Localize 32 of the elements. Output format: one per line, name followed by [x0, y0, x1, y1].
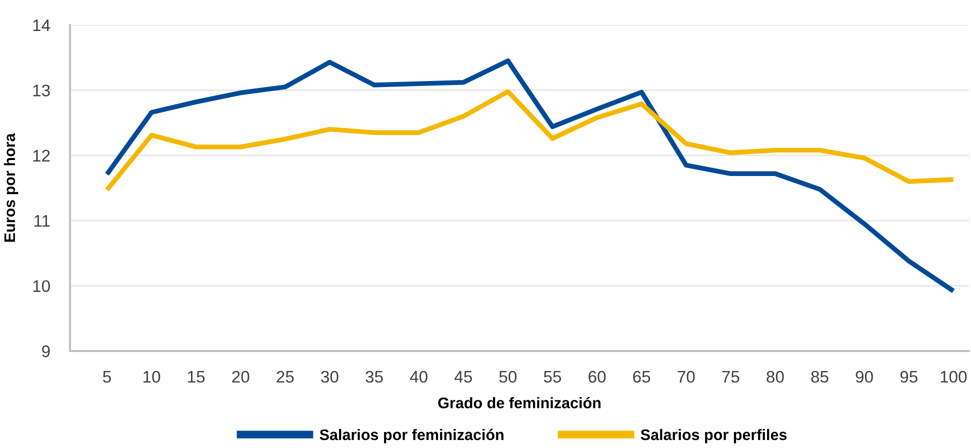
x-tick-label: 45 — [454, 371, 472, 383]
x-tick-label: 5 — [103, 371, 111, 383]
x-tick-label: 85 — [811, 370, 828, 383]
y-tick-label: 14 — [33, 20, 50, 32]
y-tick-label: 10 — [33, 280, 50, 292]
x-tick-label: 70 — [678, 370, 695, 383]
legend-label: Salarios por perfiles — [640, 428, 787, 444]
line-series — [104, 89, 956, 192]
x-tick-label: 95 — [900, 370, 918, 383]
x-tick-label: 40 — [410, 370, 428, 383]
x-tick-label: 100 — [940, 370, 967, 383]
y-axis-title: Euros por hora — [4, 133, 18, 242]
x-tick-label: 60 — [588, 370, 606, 383]
x-tick-label: 55 — [544, 371, 562, 383]
x-tick-label: 20 — [232, 370, 250, 383]
x-axis-title: Grado de feminización — [438, 396, 600, 408]
x-tick-label: 25 — [276, 370, 294, 383]
y-tick-label: 12 — [33, 150, 50, 162]
x-tick-label: 10 — [144, 370, 160, 383]
x-tick-label: 15 — [188, 371, 205, 383]
legend-label: Salarios por feminización — [320, 428, 504, 444]
x-tick-label: 75 — [722, 371, 740, 383]
y-tick-label: 13 — [33, 84, 50, 96]
y-tick-label: 9 — [42, 345, 50, 358]
x-tick-label: 80 — [766, 370, 784, 383]
y-tick-label: 11 — [34, 215, 50, 227]
x-tick-label: 30 — [321, 370, 338, 383]
x-tick-label: 35 — [366, 370, 383, 383]
x-tick-label: 50 — [499, 370, 517, 383]
line-series — [104, 58, 956, 294]
x-tick-label: 65 — [633, 370, 650, 383]
x-tick-label: 90 — [856, 370, 873, 383]
